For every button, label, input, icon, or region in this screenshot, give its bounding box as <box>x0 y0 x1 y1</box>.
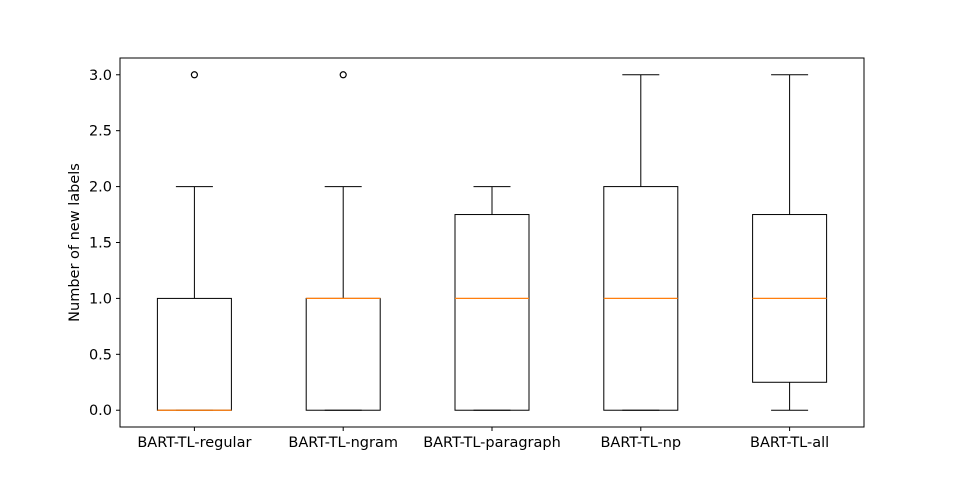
y-tick-label: 0.0 <box>89 403 112 419</box>
box-group <box>603 74 679 411</box>
y-tick-label: 0.5 <box>89 347 112 363</box>
box-group <box>752 74 828 411</box>
box-group <box>454 186 530 411</box>
x-tick-label: BART-TL-regular <box>137 435 251 451</box>
y-axis-label: Number of new labels <box>67 163 83 322</box>
box-group <box>156 71 232 411</box>
box-group <box>305 71 381 411</box>
x-tick-label: BART-TL-np <box>600 435 681 451</box>
boxes-layer <box>156 71 828 411</box>
y-axis: 0.0 0.5 1.0 1.5 2.0 2.5 3.0 <box>89 68 120 419</box>
x-tick-label: BART-TL-ngram <box>288 435 398 451</box>
box-iqr <box>305 297 381 411</box>
y-tick-label: 1.5 <box>89 236 112 252</box>
x-tick-label: BART-TL-paragraph <box>423 435 561 451</box>
outlier-point <box>190 71 198 79</box>
y-tick-label: 2.0 <box>89 180 112 196</box>
x-tick-label: BART-TL-all <box>750 435 829 451</box>
box-iqr <box>156 297 232 411</box>
outlier-point <box>339 71 347 79</box>
y-tick-label: 2.5 <box>89 124 112 140</box>
plot-area-frame <box>119 57 865 428</box>
box-iqr <box>454 214 530 411</box>
x-axis: BART-TL-regular BART-TL-ngram BART-TL-para… <box>137 427 829 451</box>
y-tick-label: 1.0 <box>89 291 112 307</box>
y-tick-label: 3.0 <box>89 68 112 84</box>
